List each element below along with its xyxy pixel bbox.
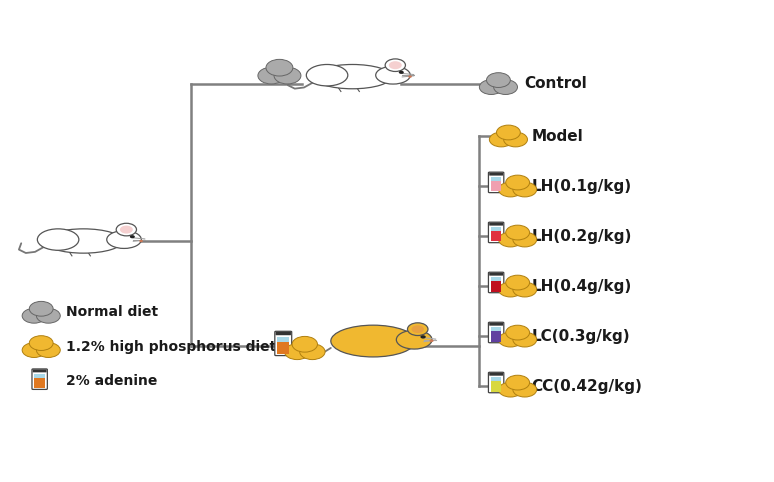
Circle shape xyxy=(498,332,522,347)
Circle shape xyxy=(498,182,522,197)
Text: LH(0.2g/kg): LH(0.2g/kg) xyxy=(532,229,632,244)
Circle shape xyxy=(498,382,522,397)
Bar xyxy=(277,342,289,354)
Circle shape xyxy=(513,332,536,347)
Circle shape xyxy=(498,232,522,247)
Circle shape xyxy=(399,71,404,74)
Circle shape xyxy=(22,343,46,358)
FancyBboxPatch shape xyxy=(488,272,504,293)
Circle shape xyxy=(479,80,503,94)
Circle shape xyxy=(513,282,536,297)
Circle shape xyxy=(489,132,513,147)
Bar xyxy=(491,177,502,181)
FancyBboxPatch shape xyxy=(275,331,292,356)
FancyBboxPatch shape xyxy=(488,172,504,193)
Circle shape xyxy=(266,59,293,76)
Circle shape xyxy=(505,325,529,340)
Text: CC(0.42g/kg): CC(0.42g/kg) xyxy=(532,379,642,394)
Ellipse shape xyxy=(307,65,348,86)
Circle shape xyxy=(300,344,325,360)
FancyBboxPatch shape xyxy=(33,369,46,373)
Text: LH(0.4g/kg): LH(0.4g/kg) xyxy=(532,279,632,294)
Bar xyxy=(491,381,502,391)
Circle shape xyxy=(408,76,412,78)
Bar xyxy=(34,374,45,378)
Bar xyxy=(491,231,502,241)
FancyBboxPatch shape xyxy=(488,372,504,393)
Circle shape xyxy=(36,343,60,358)
Circle shape xyxy=(430,339,433,342)
Circle shape xyxy=(29,335,53,350)
Circle shape xyxy=(494,80,518,94)
Bar xyxy=(491,327,502,331)
Text: LH(0.1g/kg): LH(0.1g/kg) xyxy=(532,179,632,194)
Circle shape xyxy=(505,375,529,390)
Circle shape xyxy=(292,336,317,352)
Circle shape xyxy=(513,232,536,247)
Circle shape xyxy=(505,275,529,290)
Circle shape xyxy=(116,223,136,236)
FancyBboxPatch shape xyxy=(489,223,503,226)
Ellipse shape xyxy=(107,231,142,248)
Circle shape xyxy=(36,308,60,323)
FancyBboxPatch shape xyxy=(489,323,503,326)
Circle shape xyxy=(385,59,406,71)
FancyBboxPatch shape xyxy=(32,369,47,389)
Circle shape xyxy=(505,225,529,240)
Ellipse shape xyxy=(330,325,416,357)
Circle shape xyxy=(513,182,536,197)
Text: LC(0.3g/kg): LC(0.3g/kg) xyxy=(532,329,630,344)
Circle shape xyxy=(412,325,424,333)
Circle shape xyxy=(120,226,133,234)
Circle shape xyxy=(274,67,301,84)
Ellipse shape xyxy=(396,330,432,349)
Ellipse shape xyxy=(44,229,122,253)
FancyBboxPatch shape xyxy=(488,222,504,242)
Circle shape xyxy=(285,344,310,360)
FancyBboxPatch shape xyxy=(276,332,291,335)
FancyBboxPatch shape xyxy=(489,173,503,175)
Circle shape xyxy=(513,382,536,397)
Text: Normal diet: Normal diet xyxy=(66,306,158,320)
Bar xyxy=(34,378,45,388)
FancyBboxPatch shape xyxy=(489,373,503,375)
Text: Control: Control xyxy=(524,76,587,91)
Circle shape xyxy=(130,235,135,238)
Circle shape xyxy=(496,125,520,140)
Text: 1.2% high phosphorus diet: 1.2% high phosphorus diet xyxy=(66,340,276,354)
Ellipse shape xyxy=(37,229,79,250)
Circle shape xyxy=(420,335,426,338)
Bar xyxy=(491,277,502,281)
Circle shape xyxy=(389,61,402,69)
Circle shape xyxy=(139,240,143,242)
Ellipse shape xyxy=(313,65,392,89)
Circle shape xyxy=(498,282,522,297)
Text: Model: Model xyxy=(532,129,584,144)
Text: 2% adenine: 2% adenine xyxy=(66,374,157,388)
Circle shape xyxy=(505,175,529,190)
Circle shape xyxy=(487,73,510,87)
Circle shape xyxy=(504,132,527,147)
Bar xyxy=(277,337,289,342)
FancyBboxPatch shape xyxy=(488,322,504,343)
FancyBboxPatch shape xyxy=(489,273,503,276)
Bar xyxy=(491,181,502,191)
Circle shape xyxy=(407,323,428,335)
Circle shape xyxy=(29,301,53,316)
Ellipse shape xyxy=(375,67,410,84)
Circle shape xyxy=(258,67,285,84)
Bar xyxy=(491,227,502,231)
Circle shape xyxy=(22,308,46,323)
Bar xyxy=(491,377,502,381)
Bar xyxy=(491,331,502,342)
Bar xyxy=(491,281,502,292)
